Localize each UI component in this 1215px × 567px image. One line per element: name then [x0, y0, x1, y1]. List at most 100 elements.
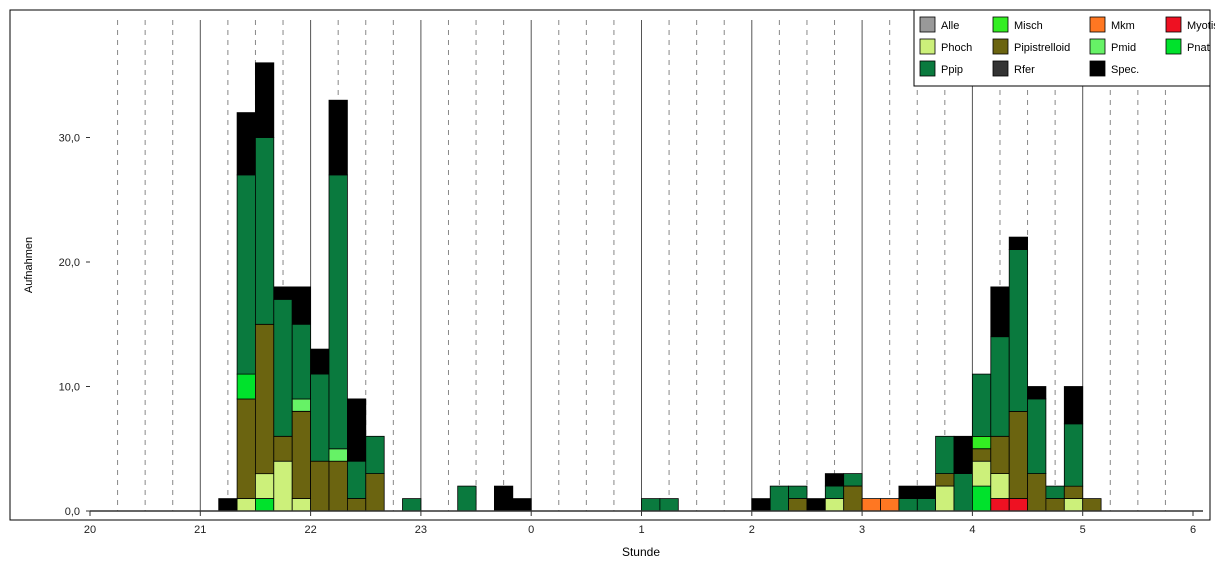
legend-label-misch: Misch [1014, 20, 1043, 32]
legend-label-pipistrelloid: Pipistrelloid [1014, 42, 1070, 54]
x-tick-label: 6 [1190, 524, 1196, 536]
legend-swatch-misch [992, 16, 1009, 33]
x-tick-label: 23 [415, 524, 427, 536]
legend-label-spec: Spec. [1111, 64, 1139, 76]
y-tick-label: 20,0 [59, 257, 80, 269]
bars [218, 62, 1102, 512]
bar-segment-pipistrelloid [365, 473, 385, 512]
legend: Alle Misch Mkm Myotis Phoch Pipistrelloid Pmid… [913, 9, 1215, 87]
bar-segment-ppip [310, 373, 330, 462]
x-tick-label: 21 [194, 524, 206, 536]
bar-segment-phoch [972, 460, 992, 487]
y-tick-label: 10,0 [59, 382, 80, 394]
legend-label-phoch: Phoch [941, 42, 972, 54]
legend-swatch-phoch [919, 38, 936, 55]
legend-label-pnat: Pnat [1187, 42, 1210, 54]
bar-segment-ppip [824, 485, 845, 499]
legend-label-pmid: Pmid [1111, 42, 1136, 54]
bar-segment-spec [824, 473, 845, 487]
y-tick-label: 0,0 [65, 506, 80, 518]
bar-segment-ppip [1027, 398, 1047, 474]
bar-segment-pnat [254, 498, 275, 512]
bar-segment-ppip [1045, 485, 1065, 499]
bar-segment-ppip [659, 498, 679, 512]
bar-segment-pipistrelloid [310, 460, 330, 512]
bar-segment-phoch [824, 498, 845, 512]
y-axis-label: Aufnahmen [23, 237, 35, 293]
bar-segment-phoch [254, 473, 275, 499]
bar-segment-misch [972, 435, 992, 450]
bar-segment-spec [512, 498, 532, 512]
bar-segment-phoch [236, 498, 256, 512]
bar-segment-phoch [273, 460, 293, 512]
bar-segment-ppip [972, 373, 992, 437]
x-tick-label: 0 [528, 524, 534, 536]
legend-swatch-pmid [1089, 38, 1106, 55]
bar-segment-spec [310, 348, 330, 375]
bar-segment-pmid [328, 448, 348, 462]
bar-segment-pipistrelloid [788, 498, 808, 512]
legend-label-mkm: Mkm [1111, 20, 1135, 32]
bar-segment-myotis [990, 498, 1010, 512]
bar-segment-ppip [935, 435, 955, 474]
y-tick-label: 30,0 [59, 133, 80, 145]
bar-segment-ppip [990, 336, 1010, 437]
bar-segment-pipistrelloid [990, 435, 1010, 474]
bar-segment-ppip [1063, 423, 1084, 487]
bar-segment-pipistrelloid [843, 485, 863, 512]
bar-segment-pnat [972, 485, 992, 512]
bar-segment-ppip [328, 174, 348, 450]
bar-segment-phoch [291, 498, 312, 512]
bar-segment-spec [273, 286, 293, 300]
bar-segment-spec [953, 435, 973, 474]
bar-segment-pipistrelloid [254, 323, 275, 475]
bar-segment-ppip [916, 498, 937, 512]
bar-segment-phoch [935, 485, 955, 512]
bar-segment-pnat [236, 373, 256, 400]
x-tick-label: 3 [859, 524, 865, 536]
legend-swatch-myotis [1165, 16, 1182, 33]
bar-segment-pipistrelloid [972, 448, 992, 462]
bar-segment-pipistrelloid [328, 460, 348, 512]
bar-segment-ppip [457, 485, 477, 512]
legend-label-alle: Alle [941, 20, 959, 32]
legend-swatch-pipistrelloid [992, 38, 1009, 55]
bar-segment-pipistrelloid [273, 435, 293, 462]
x-tick-label: 20 [84, 524, 96, 536]
x-tick-label: 5 [1080, 524, 1086, 536]
legend-swatch-spec [1089, 60, 1106, 77]
bar-segment-pmid [291, 398, 312, 412]
x-tick-label: 4 [969, 524, 975, 536]
bar-segment-spec [328, 99, 348, 176]
bar-segment-spec [493, 485, 514, 512]
x-axis-label: Stunde [622, 545, 660, 559]
bar-segment-ppip [843, 473, 863, 487]
bar-segment-spec [806, 498, 826, 512]
bar-segment-pipistrelloid [1063, 485, 1084, 499]
bar-segment-ppip [769, 485, 790, 512]
legend-box [913, 9, 1211, 87]
bar-segment-spec [1063, 386, 1084, 425]
grid-lines [117, 20, 1166, 511]
bar-segment-pipistrelloid [346, 498, 367, 512]
bar-segment-pipistrelloid [1045, 498, 1065, 512]
bar-segment-spec [898, 485, 918, 499]
bar-segment-ppip [788, 485, 808, 499]
legend-label-rfer: Rfer [1014, 64, 1035, 76]
x-tick-label: 2 [749, 524, 755, 536]
bar-segment-spec [1008, 236, 1029, 250]
axes: 20 21 22 23 0 1 2 3 4 5 60,010,020,030,0 [59, 133, 1203, 536]
legend-label-ppip: Ppip [941, 64, 963, 76]
legend-swatch-pnat [1165, 38, 1182, 55]
bar-segment-ppip [291, 323, 312, 400]
bar-segment-ppip [365, 435, 385, 474]
bar-segment-ppip [641, 498, 661, 512]
bar-segment-spec [291, 286, 312, 325]
bar-segment-ppip [273, 298, 293, 437]
bar-segment-ppip [1008, 249, 1029, 412]
bar-segment-pipistrelloid [935, 473, 955, 487]
bar-segment-ppip [953, 473, 973, 512]
bar-segment-ppip [402, 498, 422, 512]
bar-segment-spec [236, 112, 256, 176]
